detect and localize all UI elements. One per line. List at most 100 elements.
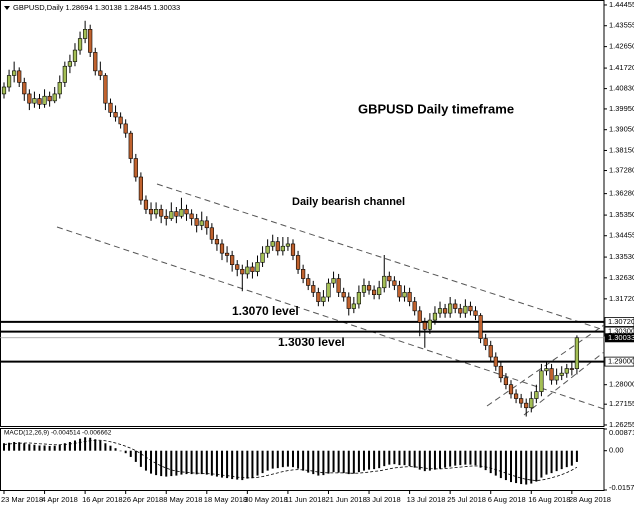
candle-body — [164, 215, 169, 219]
macd-bar — [48, 445, 51, 451]
candle-body — [37, 98, 42, 105]
candle-body — [366, 285, 372, 291]
candle-body — [250, 266, 255, 272]
candle-body — [6, 75, 12, 88]
macd-bar — [251, 450, 254, 478]
candle-body — [498, 365, 503, 379]
candle-body — [280, 245, 285, 252]
macd-bar — [63, 443, 66, 451]
macd-bar — [560, 450, 563, 470]
macd-bar — [383, 450, 386, 467]
macd-bar — [464, 450, 467, 465]
macd-bar — [256, 450, 259, 476]
macd-bar — [99, 440, 102, 451]
macd-bar — [94, 439, 97, 451]
channel-upper — [156, 183, 605, 331]
candle-body — [569, 368, 574, 370]
x-tick-label: 25 Jul 2018 — [447, 495, 486, 504]
candle-body — [93, 52, 98, 72]
macd-bar — [291, 450, 294, 468]
candle-body — [412, 301, 417, 312]
candle-body — [458, 308, 463, 314]
macd-bar — [504, 450, 507, 481]
macd-bar — [190, 450, 193, 475]
candle-body — [67, 61, 73, 67]
x-tick-label: 18 May 2018 — [204, 495, 247, 504]
macd-bar — [226, 450, 229, 479]
candle-body — [290, 243, 296, 256]
candle-body — [77, 38, 83, 51]
candle-body — [169, 211, 174, 219]
candle-body — [275, 241, 280, 252]
macd-bar — [459, 450, 462, 466]
candle-body — [199, 220, 204, 226]
macd-bar — [565, 450, 568, 468]
macd-bar — [489, 450, 492, 474]
macd-bar — [555, 450, 558, 472]
candle-body — [1, 86, 7, 95]
macd-bar — [210, 450, 213, 476]
macd-bar — [53, 445, 56, 451]
x-tick-label: 28 Aug 2018 — [569, 495, 611, 504]
x-tick-label: 16 Apr 2018 — [82, 495, 122, 504]
macd-bar — [104, 443, 107, 451]
candle-body — [113, 112, 118, 118]
macd-bar — [388, 450, 391, 465]
macd-bar — [160, 450, 163, 477]
macd-bar — [175, 450, 178, 476]
candle-body — [260, 252, 265, 263]
y-tick-label: 1.40830 — [609, 84, 634, 93]
x-tick-label: 21 Jun 2018 — [325, 495, 366, 504]
macd-bar — [165, 450, 168, 477]
macd-bar — [170, 450, 173, 477]
macd-bar — [347, 450, 350, 475]
macd-bar — [144, 450, 147, 471]
channel-lower — [56, 226, 605, 410]
candle-body — [214, 239, 220, 245]
macd-bar — [403, 450, 406, 466]
macd-bar — [454, 450, 457, 466]
candle-body — [392, 280, 397, 286]
level-box — [604, 356, 634, 367]
candle-body — [133, 158, 138, 178]
y-tick-label: 1.34455 — [609, 231, 634, 240]
macd-bar — [286, 450, 289, 467]
macd-bar — [433, 450, 436, 470]
macd-bar — [73, 440, 76, 451]
candle-body — [427, 319, 432, 330]
macd-bar — [525, 450, 528, 485]
macd-bar — [520, 450, 523, 485]
candle-body — [108, 102, 113, 113]
candle-body — [559, 372, 564, 376]
macd-bar — [281, 450, 284, 468]
candle-body — [123, 123, 128, 134]
macd-bar — [266, 450, 269, 471]
macd-bar — [515, 450, 518, 484]
macd-bar — [109, 445, 112, 451]
candle-body — [341, 292, 346, 298]
level-label: 1.30720 — [608, 317, 634, 326]
candle-body — [154, 209, 159, 215]
macd-bar — [8, 442, 11, 451]
macd-bar — [479, 450, 482, 468]
y-tick-label: 1.42650 — [609, 42, 634, 51]
candle-body — [382, 275, 387, 289]
x-tick-label: 3 Jul 2018 — [366, 495, 401, 504]
macd-bar — [200, 450, 203, 475]
y-tick-label: 1.38150 — [609, 145, 634, 154]
macd-bar — [317, 450, 320, 476]
chart-title: GBPUSD Daily timeframe — [358, 101, 514, 116]
candle-body — [529, 398, 534, 409]
candle-body — [513, 393, 519, 399]
candle-body — [503, 377, 509, 385]
candle-body — [402, 292, 407, 298]
macd-bar — [134, 450, 137, 462]
macd-bar — [418, 450, 421, 470]
y-tick-label: 1.27155 — [609, 399, 634, 408]
y-tick-label: 1.43555 — [609, 21, 634, 30]
macd-bar — [261, 450, 264, 474]
candle-body — [453, 303, 458, 309]
macd-bar — [373, 450, 376, 470]
candle-body — [295, 255, 301, 270]
macd-bar — [236, 450, 239, 480]
